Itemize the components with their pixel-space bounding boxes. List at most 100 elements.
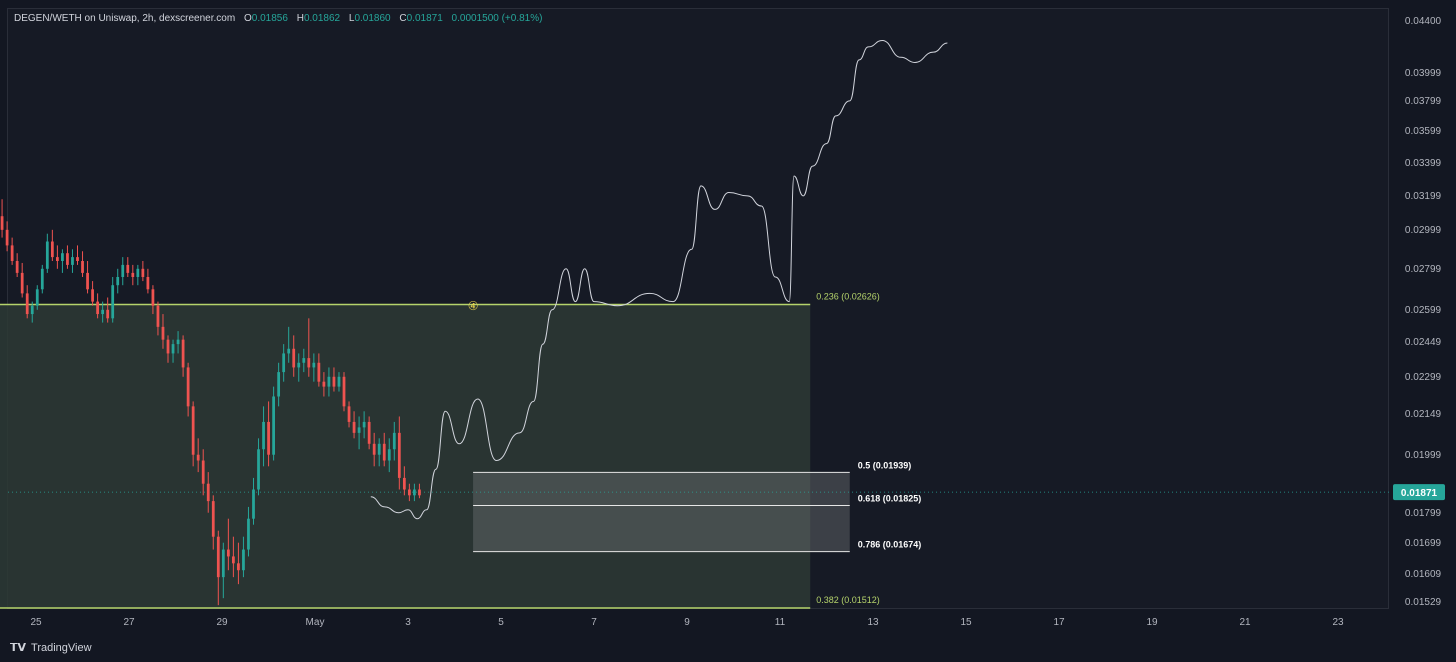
fib-level-label: 0.382 (0.01512) — [816, 595, 880, 605]
candle-body — [176, 339, 180, 345]
candle-body — [186, 367, 190, 407]
candle-body — [106, 309, 110, 319]
open-label: O — [243, 13, 252, 24]
candle-body — [5, 229, 9, 246]
x-tick-label: May — [306, 617, 325, 628]
candle-body — [20, 272, 24, 294]
candle-body — [257, 449, 260, 490]
open-value: 0.01856 — [251, 13, 288, 24]
retracement-label: 0.786 (0.01674) — [858, 540, 922, 550]
retracement-label: 0.618 (0.01825) — [858, 493, 922, 503]
low-value: 0.01860 — [354, 13, 391, 24]
y-tick-label: 0.02449 — [1405, 337, 1442, 348]
candle-body — [96, 301, 99, 315]
candle-body — [81, 261, 84, 273]
candle-body — [206, 483, 210, 502]
candle-body — [342, 376, 346, 407]
candle-body — [302, 358, 306, 363]
candle-body — [91, 289, 94, 302]
candle-body — [66, 253, 69, 265]
change-value: 0.0001500 (+0.81%) — [451, 13, 543, 24]
candle-body — [277, 372, 281, 397]
x-tick-label: 5 — [498, 617, 504, 628]
candle-body — [181, 339, 185, 368]
y-tick-label: 0.02299 — [1405, 372, 1442, 383]
y-tick-label: 0.03999 — [1405, 68, 1442, 79]
candle-body — [352, 421, 356, 433]
candle-body — [35, 289, 39, 306]
candle-body — [312, 362, 316, 368]
tradingview-brand[interactable]: 𝗧𝗩 TradingView — [10, 641, 92, 655]
fib-zone — [0, 304, 811, 608]
candle-body — [372, 443, 376, 455]
candle-body — [262, 421, 265, 450]
last-price-value: 0.01871 — [1401, 488, 1438, 499]
y-tick-label: 0.01609 — [1405, 569, 1442, 580]
fib-level-label: 0.236 (0.02626) — [816, 291, 880, 301]
y-tick-label: 0.01799 — [1405, 508, 1442, 519]
candle-body — [247, 518, 250, 550]
x-tick-label: 11 — [775, 617, 786, 628]
wave-label: ④ — [468, 299, 479, 313]
candle-body — [201, 460, 205, 484]
x-tick-label: 19 — [1146, 617, 1158, 628]
candle-body — [377, 443, 381, 455]
candle-body — [332, 376, 336, 387]
candle-body — [322, 381, 326, 387]
candle-body — [226, 549, 230, 557]
candle-body — [126, 264, 130, 273]
y-tick-label: 0.01699 — [1405, 538, 1442, 549]
brand-label: TradingView — [31, 641, 92, 654]
x-tick-label: 29 — [216, 617, 228, 628]
candle-body — [40, 268, 44, 290]
candle-body — [297, 362, 301, 368]
y-tick-label: 0.02149 — [1405, 409, 1442, 420]
candle-body — [327, 376, 331, 387]
candle-body — [50, 241, 54, 258]
candle-body — [30, 305, 34, 315]
x-tick-label: 25 — [30, 617, 42, 628]
y-tick-label: 0.03599 — [1405, 126, 1442, 137]
x-tick-label: 7 — [591, 617, 597, 628]
tradingview-logo-icon: 𝗧𝗩 — [10, 642, 27, 654]
candle-body — [221, 549, 225, 578]
candle-body — [156, 305, 160, 327]
symbol-title[interactable]: DEGEN/WETH on Uniswap, 2h, dexscreener.c… — [14, 13, 236, 24]
candle-body — [141, 268, 145, 277]
candle-body — [161, 326, 165, 340]
low-label: L — [348, 13, 355, 24]
candle-body — [272, 396, 275, 455]
x-tick-label: 21 — [1239, 617, 1251, 628]
candle-body — [347, 406, 351, 422]
candle-body — [407, 489, 411, 496]
candle-body — [25, 293, 29, 315]
y-tick-label: 0.02799 — [1405, 264, 1442, 275]
candle-body — [45, 241, 49, 269]
candle-body — [282, 353, 286, 373]
candle-body — [131, 272, 135, 277]
candle-body — [61, 253, 64, 262]
y-tick-label: 0.04400 — [1405, 16, 1442, 27]
candle-body — [171, 344, 175, 354]
y-tick-label: 0.01529 — [1405, 597, 1442, 608]
x-tick-label: 3 — [405, 617, 411, 628]
candle-body — [292, 348, 296, 368]
x-tick-label: 13 — [867, 617, 879, 628]
retracement-label: 0.5 (0.01939) — [858, 460, 912, 470]
candle-body — [166, 339, 170, 354]
candle-body — [237, 563, 240, 571]
high-value: 0.01862 — [303, 13, 341, 24]
candle-body — [101, 309, 105, 315]
candle-body — [86, 272, 89, 290]
candle-body — [242, 549, 245, 571]
candle-body — [357, 427, 361, 433]
candle-body — [111, 285, 115, 319]
close-label: C — [399, 13, 407, 24]
last-price-badge — [1393, 484, 1445, 501]
candle-body — [267, 421, 270, 455]
candle-body — [252, 489, 255, 519]
candle-body — [367, 421, 371, 444]
candle-body — [136, 268, 140, 277]
y-tick-label: 0.03799 — [1405, 96, 1442, 107]
